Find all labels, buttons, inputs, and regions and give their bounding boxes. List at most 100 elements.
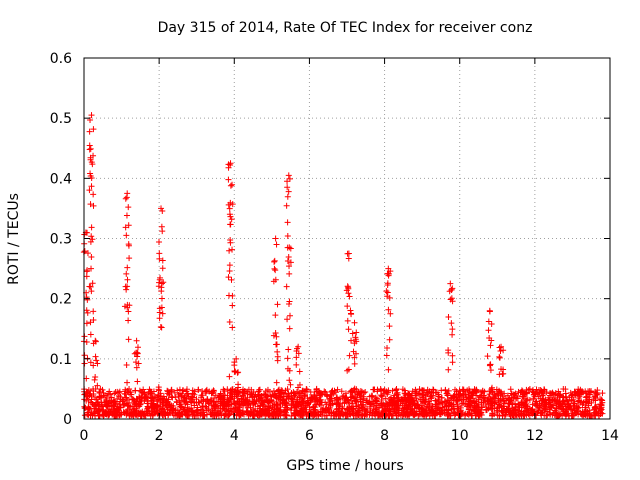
spike-point	[227, 182, 234, 189]
baseline-point	[483, 407, 490, 414]
baseline-point	[179, 387, 186, 394]
spike-peak-point	[133, 337, 140, 344]
spike-point	[273, 241, 280, 248]
x-tick-label: 6	[305, 428, 314, 444]
x-tick-label: 4	[230, 428, 239, 444]
spike-point	[272, 312, 279, 319]
spike-point	[156, 250, 163, 257]
spike-point	[347, 307, 354, 314]
spike-point	[83, 273, 90, 280]
spike-point	[293, 361, 300, 368]
baseline-point	[362, 389, 369, 396]
spike-point	[226, 318, 233, 325]
spike-point	[287, 381, 294, 388]
spike-point	[158, 223, 165, 230]
baseline-point	[303, 400, 310, 407]
spike-point	[284, 184, 291, 191]
baseline-point	[160, 393, 167, 400]
spike-point	[286, 312, 293, 319]
y-tick-label: 0.3	[50, 232, 72, 248]
baseline-point	[377, 385, 384, 392]
spike-point	[386, 336, 393, 343]
spike-point	[273, 341, 280, 348]
spike-point	[226, 247, 233, 254]
baseline-point	[526, 397, 533, 404]
spike-peak-point	[88, 112, 95, 119]
baseline-point	[382, 395, 389, 402]
spike-point	[226, 262, 233, 269]
spike-point	[496, 344, 503, 351]
spike-point	[344, 303, 351, 310]
spike-point	[231, 368, 238, 375]
spike-point	[81, 360, 88, 367]
spike-point	[226, 267, 233, 274]
spike-point	[134, 344, 141, 351]
baseline-point	[484, 398, 491, 405]
spike-point	[284, 257, 291, 264]
spike-point	[284, 316, 291, 323]
spike-point	[345, 284, 352, 291]
spike-peak-point	[351, 319, 358, 326]
baseline-point	[175, 393, 182, 400]
baseline-point	[258, 394, 265, 401]
spike-peak-point	[486, 307, 493, 314]
baseline-point	[304, 400, 311, 407]
spike-point	[496, 354, 503, 361]
spike-point	[348, 311, 355, 318]
baseline-point	[475, 412, 482, 419]
baseline-point	[326, 396, 333, 403]
spike-point	[225, 292, 232, 299]
baseline-point	[313, 401, 320, 408]
baseline-point	[329, 387, 336, 394]
baseline-point	[92, 403, 99, 410]
spike-point	[90, 308, 97, 315]
spike-point	[158, 295, 165, 302]
spike-point	[449, 359, 456, 366]
spike-point	[499, 371, 506, 378]
baseline-point	[199, 388, 206, 395]
spike-point	[383, 352, 390, 359]
spike-point	[126, 255, 133, 262]
y-tick-label: 0.5	[50, 111, 72, 127]
spike-point	[449, 331, 456, 338]
baseline-point	[561, 397, 568, 404]
spike-point	[286, 270, 293, 277]
baseline-point	[416, 386, 423, 393]
spike-point	[344, 317, 351, 324]
baseline-point	[227, 390, 234, 397]
spike-point	[272, 267, 279, 274]
spike-point	[124, 276, 131, 283]
spike-point	[125, 336, 132, 343]
baseline-point	[477, 389, 484, 396]
spike-point	[90, 191, 97, 198]
spike-point	[286, 377, 293, 384]
spike-point	[271, 258, 278, 265]
baseline-point	[233, 392, 240, 399]
baseline-point	[445, 387, 452, 394]
spike-peak-point	[285, 172, 292, 179]
spike-point	[284, 219, 291, 226]
spike-point	[125, 317, 132, 324]
spike-point	[345, 326, 352, 333]
spike-point	[123, 212, 130, 219]
spike-point	[285, 346, 292, 353]
baseline-point	[288, 407, 295, 414]
baseline-point	[114, 395, 121, 402]
spike-point	[353, 329, 360, 336]
baseline-point	[191, 412, 198, 419]
spike-point	[159, 310, 166, 317]
spike-point	[284, 232, 291, 239]
spike-point	[286, 325, 293, 332]
spike-point	[496, 353, 503, 360]
spike-point	[349, 330, 356, 337]
spike-point	[445, 314, 452, 321]
spike-point	[124, 283, 131, 290]
baseline-point	[139, 389, 146, 396]
baseline-point	[525, 409, 532, 416]
spike-point	[274, 348, 281, 355]
baseline-point	[540, 396, 547, 403]
baseline-point	[97, 394, 104, 401]
spike-point	[487, 342, 494, 349]
spike-peak-point	[345, 250, 352, 257]
baseline-point	[252, 407, 259, 414]
